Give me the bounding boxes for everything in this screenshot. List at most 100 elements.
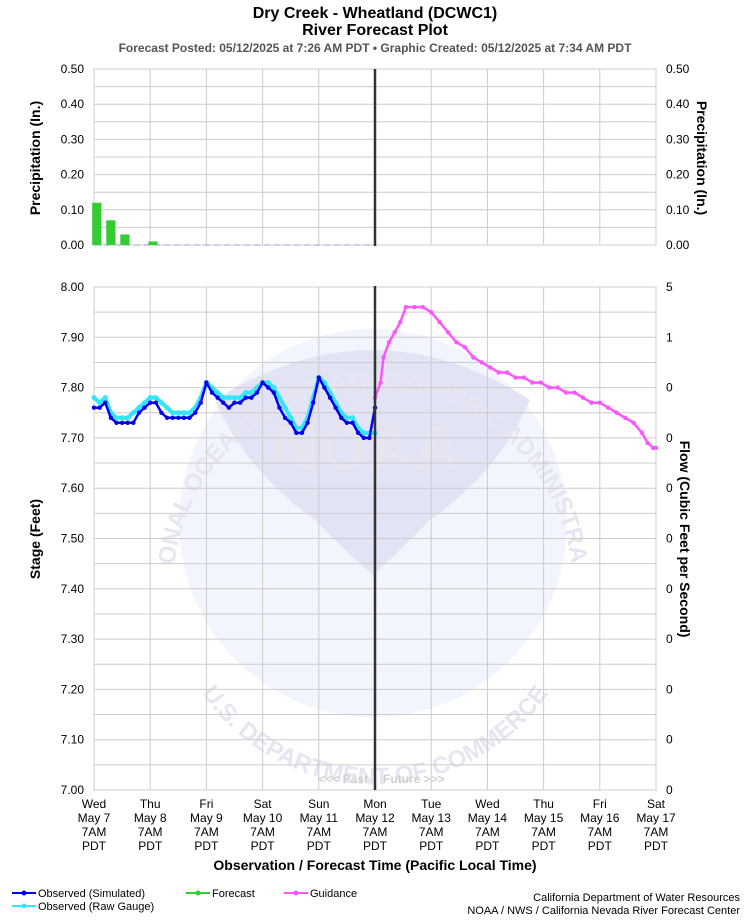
series-point: [97, 405, 102, 410]
series-point: [294, 430, 299, 436]
x-tick-label: May 7: [78, 811, 111, 825]
precip-bar: [92, 202, 102, 245]
series-point: [639, 430, 645, 436]
x-tick-label: Wed: [82, 797, 106, 811]
series-point: [130, 410, 136, 416]
series-point: [215, 390, 221, 396]
series-point: [147, 395, 153, 401]
series-point: [488, 365, 493, 370]
series-point: [622, 415, 628, 420]
x-tick-label: Tue: [421, 797, 442, 811]
flow-ytick: 1: [666, 330, 673, 344]
series-point: [271, 390, 277, 395]
precip-ytick-left: 0.30: [61, 132, 85, 146]
series-point: [136, 410, 142, 415]
series-point: [91, 395, 97, 401]
x-tick-label: 7AM: [531, 825, 556, 839]
x-tick-label: Thu: [533, 797, 554, 811]
series-point: [198, 400, 203, 405]
series-point: [119, 420, 125, 426]
series-point: [125, 415, 131, 421]
series-point: [538, 380, 543, 385]
series-point: [113, 415, 120, 421]
series-point: [237, 400, 243, 405]
x-tick-label: 7AM: [306, 825, 331, 839]
series-point: [288, 420, 293, 426]
stage-ytick: 7.30: [61, 632, 85, 646]
series-point: [243, 395, 248, 400]
stage-ytick: 7.00: [61, 783, 85, 797]
x-tick-label: Sat: [647, 797, 666, 811]
series-point: [103, 400, 108, 405]
x-tick-label: Sun: [308, 797, 329, 811]
x-tick-label: 7AM: [250, 825, 275, 839]
x-tick-label: PDT: [475, 839, 500, 853]
precip-ytick-right: 0.40: [666, 97, 690, 111]
series-point: [403, 304, 409, 310]
series-point: [479, 360, 484, 365]
series-point: [555, 385, 560, 390]
precip-ytick-left: 0.10: [61, 203, 85, 217]
x-tick-label: Fri: [199, 797, 213, 811]
precip-ylabel-right: Precipitation (In.): [694, 101, 710, 215]
series-point: [563, 390, 569, 395]
series-point: [471, 355, 476, 360]
series-point: [260, 380, 265, 385]
series-point: [186, 410, 193, 416]
credit-line-2: NOAA / NWS / California Nevada River For…: [467, 905, 740, 917]
x-tick-label: PDT: [363, 839, 388, 853]
series-point: [114, 420, 119, 426]
series-point: [645, 440, 650, 446]
x-tick-label: 7AM: [82, 825, 107, 839]
x-tick-label: May 15: [524, 811, 564, 825]
series-point: [614, 410, 619, 415]
x-tick-label: PDT: [251, 839, 276, 853]
flow-ytick: 0: [666, 582, 673, 596]
precip-ytick-left: 0.40: [61, 97, 85, 111]
series-point: [496, 370, 501, 375]
series-point: [181, 410, 187, 416]
x-tick-label: Thu: [140, 797, 161, 811]
series-point: [462, 345, 468, 350]
series-point: [175, 410, 181, 416]
precip-bar: [148, 241, 158, 245]
legend-label: Forecast: [212, 888, 255, 900]
stage-ytick: 7.10: [61, 733, 85, 747]
series-point: [597, 400, 602, 405]
stage-ytick: 7.90: [61, 330, 85, 344]
series-point: [181, 415, 187, 420]
series-point: [187, 415, 192, 420]
series-point: [215, 395, 220, 400]
series-point: [271, 385, 277, 391]
legend-swatch-dot: [293, 890, 299, 896]
series-point: [254, 390, 260, 395]
series-point: [277, 405, 282, 410]
series-point: [310, 400, 316, 405]
flow-ytick: 0: [666, 783, 673, 797]
precip-ytick-right: 0.00: [666, 238, 690, 252]
precip-ylabel-left: Precipitation (In.): [27, 101, 43, 215]
precip-ytick-right: 0.20: [666, 168, 690, 182]
series-point: [429, 309, 434, 315]
series-point: [226, 405, 232, 410]
series-point: [204, 380, 209, 385]
credit-line-1: California Department of Water Resources: [533, 892, 740, 904]
precip-ticks: 0.00 0.00 0.10 0.10 0.20 0.20 0.30 0.30 0.40 0.40…: [61, 62, 690, 252]
legend-label: Guidance: [310, 888, 357, 900]
series-point: [265, 379, 271, 386]
x-tick-label: May 14: [468, 811, 508, 825]
series-point: [102, 395, 108, 401]
x-tick-label: PDT: [419, 839, 444, 853]
series-point: [530, 380, 535, 385]
past-label: <<< Past: [318, 772, 368, 786]
stage-ticks: 7.00 0 7.10 0 7.20 0 7.30 0 7.40 0 7.50 0 7.60 0 7.70 0…: [61, 280, 673, 797]
series-point: [276, 395, 283, 401]
series-point: [248, 390, 254, 396]
series-point: [580, 395, 586, 400]
series-point: [322, 385, 327, 390]
series-point: [125, 420, 130, 426]
precip-ytick-right: 0.30: [666, 132, 690, 146]
series-point: [282, 405, 288, 411]
